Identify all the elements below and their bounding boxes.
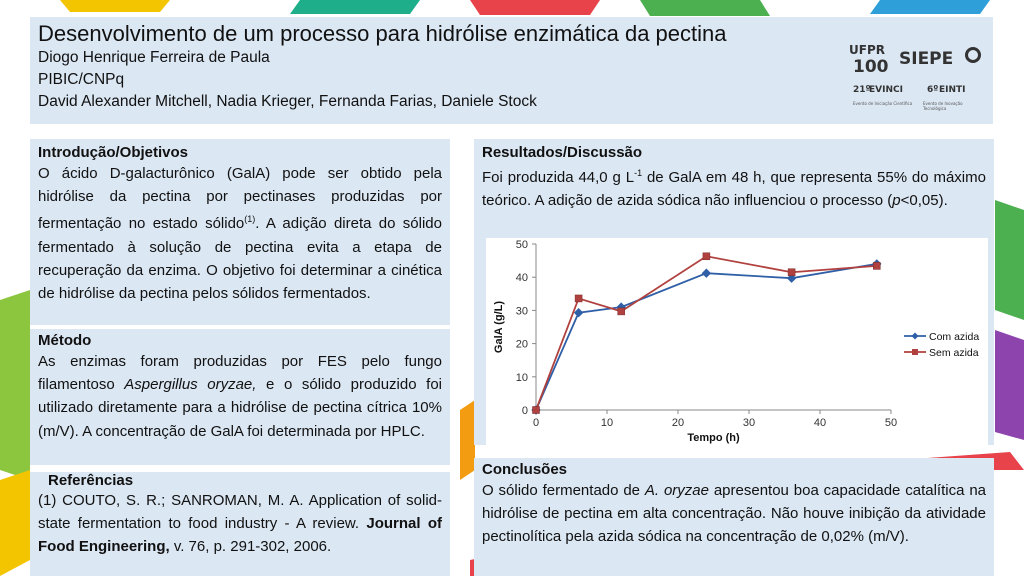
references-journal: Journal of Food Engineering, [38,515,442,555]
decor-top-green2 [640,0,770,16]
method-organism: Aspergillus oryzae, [124,376,257,394]
decor-top-red [470,0,600,15]
decor-top-yellow [60,0,170,12]
conclusions-text-part1: O sólido fermentado de [482,482,645,499]
header-panel: Desenvolvimento de um processo para hidr… [30,17,993,124]
conclusions-panel: Conclusões O sólido fermentado de A. ory… [474,458,994,576]
siepe-logo-text: SIEPE [899,49,954,69]
method-title: Método [38,332,92,349]
einti-prefix: 6º [927,85,939,95]
intro-text: O ácido D-galacturônico (GalA) pode ser … [38,162,442,305]
method-panel: Método As enzimas foram produzidas por F… [30,329,450,465]
results-unit-sup: -1 [634,168,643,178]
einti-subtitle: Evento de Inovação Tecnológica [923,101,963,111]
legend-label-2: Sem azida [929,347,979,359]
method-text-part1: As enzimas foram produzidas por FES pelo… [38,353,442,394]
decor-right-purple [995,330,1024,440]
x-tick-label: 50 [885,417,897,429]
method-text-part2: e o sólido produzido foi utilizado diret… [38,376,442,440]
decor-right-green [995,200,1024,320]
decor-left-yellow [0,470,30,576]
references-text: (1) COUTO, S. R.; SANROMAN, M. A. Applic… [38,489,442,558]
siepe-flower-icon [965,47,981,63]
intro-text-part2: . A adição direta do sólido fermentado à… [38,215,442,303]
data-point-sem-azida [702,252,711,261]
conclusions-text-part2: apresentou boa capacidade catalítica na … [482,482,986,546]
data-point-sem-azida [787,268,796,276]
conclusions-title: Conclusões [482,461,568,478]
intro-ref-sup: (1) [244,214,256,225]
decor-top-green [290,0,420,14]
logo-group: UFPR 100 SIEPE 21º EVINCI Evento de Inic… [847,41,987,121]
advisor-list: David Alexander Mitchell, Nadia Krieger,… [38,93,537,110]
data-point-sem-azida [574,294,583,303]
results-text-part2: de GalA em 48 h, que representa 55% do m… [482,169,986,209]
data-point-sem-azida [617,307,625,316]
references-panel: Referências (1) COUTO, S. R.; SANROMAN, … [30,472,450,576]
series-line-2 [535,255,877,411]
decor-mid-orange [460,400,475,480]
y-tick-label: 30 [516,305,528,317]
legend-marker-sem-azida [912,349,918,355]
author-name: Diogo Henrique Ferreira de Paula [38,49,270,66]
ufpr-logo-years: 100 [853,57,889,77]
decor-left-green [0,290,30,480]
ufpr-logo: UFPR 100 [847,41,893,81]
y-tick-label: 10 [516,372,528,384]
results-text-part1: Foi produzida 44,0 g L [482,169,635,186]
intro-text-part1: O ácido D-galacturônico (GalA) pode ser … [38,165,442,233]
results-chart: 0 10 20 30 40 50 0 10 20 30 40 50 Tempo (h) GalA (g/L… [493,239,979,444]
einti-logo: 6º EINTI Evento de Inovação Tecnológica [923,85,987,115]
einti-logo-text: EINTI [939,85,966,95]
results-p-italic: p [892,192,901,209]
y-tick-label: 40 [516,272,528,284]
legend-label-1: Com azida [929,331,979,343]
conclusions-text: O sólido fermentado de A. oryzae apresen… [482,479,986,549]
data-point-com-azida [786,273,797,283]
intro-title: Introdução/Objetivos [38,144,189,161]
y-tick-label: 0 [522,405,528,417]
conclusions-organism: A. oryzae [644,482,709,499]
ufpr-logo-text: UFPR [849,43,885,57]
x-tick-label: 40 [814,417,826,429]
evinci-logo-text: EVINCI [869,85,903,95]
x-tick-label: 30 [743,417,755,429]
references-text-part2: v. 76, p. 291-302, 2006. [169,538,332,555]
x-tick-label: 0 [533,417,539,429]
results-text: Foi produzida 44,0 g L-1 de GalA em 48 h… [482,162,986,212]
references-title: Referências [48,472,134,489]
siepe-logo: SIEPE [899,45,987,75]
y-axis-label: GalA (g/L) [493,301,505,353]
x-tick-label: 10 [601,417,613,429]
evinci-prefix: 21º [853,85,871,95]
evinci-logo: 21º EVINCI Evento de Iniciação Científic… [853,85,913,115]
x-tick-label: 20 [672,417,684,429]
poster-title: Desenvolvimento de um processo para hidr… [38,21,727,46]
data-point-com-azida [701,268,712,278]
data-point-sem-azida [873,262,881,270]
intro-panel: Introdução/Objetivos O ácido D-galacturô… [30,139,450,325]
x-axis-label: Tempo (h) [687,432,740,444]
series-line-1 [535,263,877,411]
data-point-sem-azida [532,406,540,414]
evinci-subtitle: Evento de Iniciação Científica [853,101,913,106]
program-name: PIBIC/CNPq [38,71,125,88]
y-tick-label: 20 [516,339,528,351]
references-text-part1: (1) COUTO, S. R.; SANROMAN, M. A. Applic… [38,492,442,532]
y-tick-label: 50 [516,239,528,251]
data-point-com-azida [573,308,584,318]
results-text-part3: <0,05). [900,192,948,209]
legend-marker-com-azida [911,332,919,340]
method-text: As enzimas foram produzidas por FES pelo… [38,350,442,443]
results-chart-container: 0 10 20 30 40 50 0 10 20 30 40 50 Tempo (h) GalA (g/L… [486,238,988,446]
decor-top-blue [870,0,990,14]
results-title: Resultados/Discussão [482,144,643,161]
